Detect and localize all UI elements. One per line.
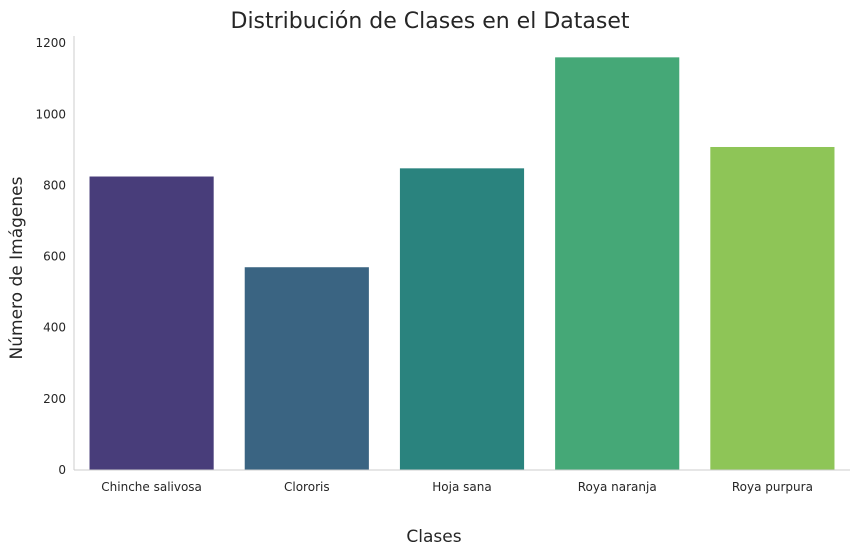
y-tick-label: 200 (43, 392, 66, 406)
y-tick-label: 0 (58, 463, 66, 477)
bar-hoja-sana (399, 168, 525, 471)
y-tick-label: 800 (43, 178, 66, 192)
x-tick-label: Chinche salivosa (101, 480, 202, 494)
x-tick-label: Roya naranja (578, 480, 657, 494)
bar-roya-purpura (710, 146, 835, 470)
y-tick-label: 1200 (35, 36, 66, 50)
x-tick-label: Clororis (284, 480, 330, 494)
x-axis-ticks: Chinche salivosa Clororis Hoja sana Roya na… (101, 480, 813, 494)
bar-roya-naranja (555, 57, 680, 470)
y-tick-label: 1000 (35, 107, 66, 121)
bars-group (89, 57, 835, 471)
bar-chinche-salivosa (89, 176, 214, 470)
x-tick-label: Roya purpura (732, 480, 813, 494)
y-tick-label: 400 (43, 321, 66, 335)
bar-clororis (244, 267, 369, 470)
y-axis-ticks: 0 200 400 600 800 1000 1200 (35, 36, 66, 477)
x-tick-label: Hoja sana (432, 480, 491, 494)
chart-title: Distribución de Clases en el Dataset (231, 9, 630, 34)
x-axis-label: Clases (406, 527, 461, 547)
y-axis-label: Número de Imágenes (7, 176, 27, 359)
y-tick-label: 600 (43, 250, 66, 264)
